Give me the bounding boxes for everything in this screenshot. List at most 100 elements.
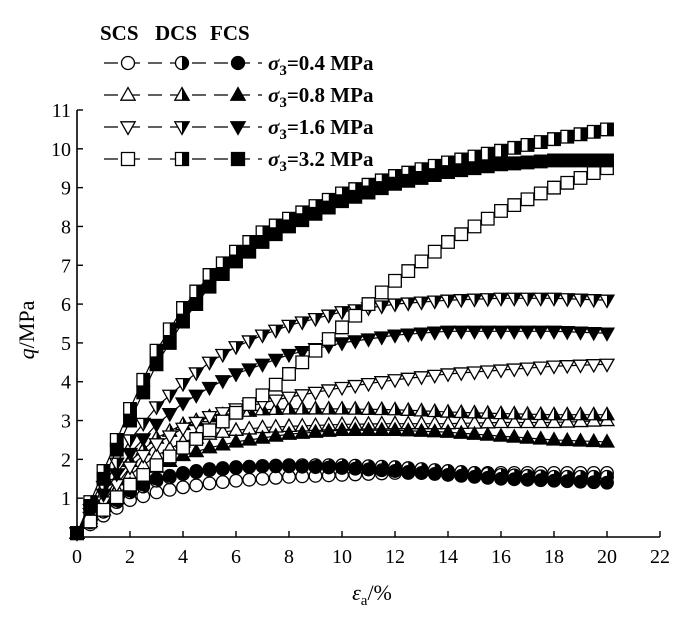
data-point [333,381,351,397]
data-point [573,170,588,185]
data-point [307,386,324,401]
data-point [560,129,575,144]
data-point [585,327,602,342]
x-tick-label: 10 [332,546,352,568]
data-point [373,421,390,436]
x-tick-label: 12 [385,546,405,568]
data-point [600,153,614,168]
legend: SCS DCS FCS σ3=0.4 MPa σ3=0.8 MPa σ3=1.6 MPa σ… [100,21,374,175]
data-point [559,413,576,428]
data-point [280,400,298,415]
data-point [506,292,523,307]
series-scs-3_2 [70,161,614,541]
data-point [229,473,243,488]
data-point [202,279,217,294]
data-point [149,471,164,486]
y-tick-label: 7 [61,255,71,277]
data-point [123,477,137,492]
data-point [532,292,549,307]
data-point [227,368,245,383]
data-point [519,325,536,340]
data-point [494,157,508,172]
data-point [426,295,443,310]
data-point [533,186,548,201]
data-point [480,470,495,485]
legend-label: σ3=3.2 MPa [268,147,374,175]
data-point [361,462,376,477]
data-point [360,400,377,415]
data-point [149,458,164,473]
data-point [547,473,561,488]
data-point [242,472,257,487]
data-point [480,211,495,226]
data-point [294,316,311,331]
data-point [295,355,310,370]
data-point [174,422,192,437]
data-point [494,143,508,158]
data-point [161,389,178,404]
data-point [573,127,588,142]
data-point [401,465,416,479]
data-point [282,459,296,474]
data-point [467,149,482,164]
data-point [520,137,535,152]
data-point [294,424,311,439]
data-point [439,423,457,438]
data-point [533,154,548,169]
data-point [439,368,457,383]
data-point [520,155,535,170]
data-point [254,358,271,373]
data-point [413,327,430,342]
data-point [467,161,482,176]
data-point [95,488,112,503]
legend-entry: σ3=0.4 MPa [104,51,374,79]
data-point [560,175,575,190]
data-point [426,402,443,418]
data-point [572,412,589,428]
data-point [176,440,190,455]
data-point [227,433,245,448]
data-point [307,400,324,415]
data-point [202,423,217,438]
data-point [441,235,455,249]
y-tick-label: 6 [61,294,71,316]
data-point [600,122,614,137]
data-point [586,124,601,139]
legend-header-dcs: DCS [155,21,197,45]
data-point [480,146,495,161]
data-point [494,471,508,486]
data-point [162,468,177,483]
data-point [96,471,111,486]
data-point [149,343,164,358]
data-point [506,325,523,340]
data-point [519,405,536,420]
data-point [333,400,351,415]
data-point [282,367,296,381]
data-point [532,325,549,340]
data-point [573,474,588,489]
data-point [227,341,245,356]
data-point [386,374,404,389]
data-point [454,468,469,483]
data-point [413,422,430,437]
data-point [215,461,230,476]
data-point [373,400,390,416]
legend-marker [174,55,190,71]
data-point [427,168,442,182]
data-point [215,267,230,281]
data-point [545,431,563,446]
data-point [572,326,589,341]
data-point [560,474,575,489]
data-point [360,377,377,393]
data-point [559,360,576,375]
x-tick-label: 14 [438,546,458,568]
data-point [201,356,218,371]
data-point [347,379,364,395]
x-axis-title: εa/% [352,580,392,609]
data-point [335,194,349,209]
data-point [492,292,510,307]
data-point [400,297,417,312]
x-tick-label: 4 [178,546,188,568]
data-point [532,361,549,376]
data-point [386,329,404,344]
